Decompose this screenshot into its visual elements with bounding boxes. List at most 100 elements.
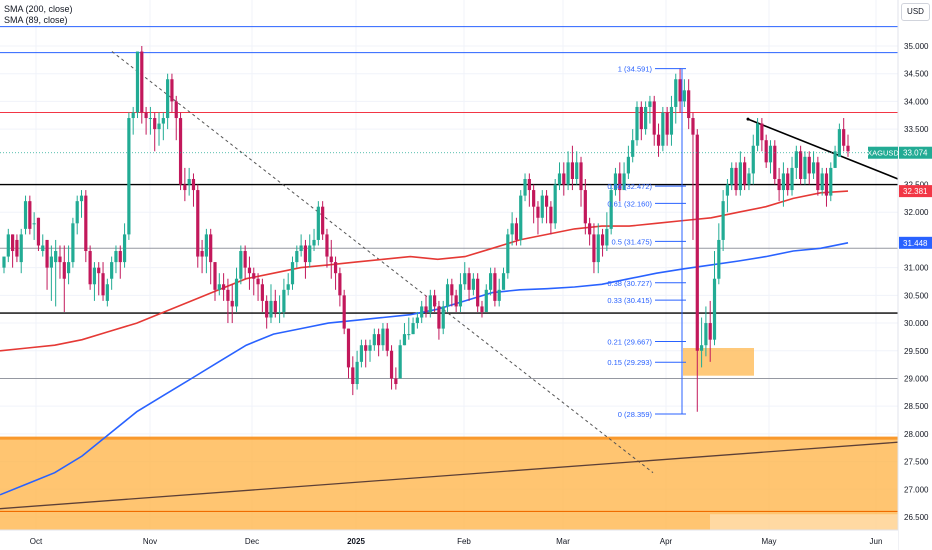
candle-body (458, 284, 463, 307)
candle-body (786, 173, 790, 191)
time-tick-label: Nov (143, 537, 157, 546)
candle-body (256, 278, 260, 285)
candle-body (118, 251, 122, 263)
candle-body (639, 106, 643, 130)
fib-level-label: 0.61 (32.160) (607, 199, 652, 208)
candle-body (226, 289, 230, 301)
time-tick-label: 2025 (347, 537, 365, 546)
candle-body (682, 90, 686, 102)
candle-body (312, 239, 316, 246)
candle-body (540, 195, 544, 218)
candle-body (544, 195, 549, 207)
fibonacci-retracement[interactable]: 1 (34.591) 0.66 (32.472) 0.61 (32.160) 0.5 … (607, 65, 686, 419)
candle-body (635, 106, 639, 141)
candle-body (54, 251, 58, 263)
candle-body (708, 323, 712, 340)
price-tick-label: 30.000 (904, 319, 929, 328)
horizontal-levels[interactable] (0, 26, 898, 379)
candle-body (398, 345, 402, 379)
candle-body (695, 134, 699, 351)
candle-body (338, 273, 342, 296)
legend-sma200[interactable]: SMA (200, close) (4, 4, 73, 14)
descending-resistance-line[interactable] (747, 118, 899, 180)
price-tick-label: 29.000 (904, 374, 929, 383)
candles (2, 46, 850, 412)
indicator-legend[interactable]: SMA (200, close) SMA (89, close) (4, 4, 73, 26)
price-tick-label: 32.500 (904, 181, 929, 190)
candle-body (247, 267, 252, 274)
candle-body (691, 118, 695, 135)
candle-body (161, 118, 165, 124)
candle-body (514, 223, 519, 240)
candle-body (846, 145, 850, 152)
candle-body (803, 156, 807, 179)
candle-body (230, 300, 234, 307)
candle-body (222, 284, 226, 290)
candle-body (644, 106, 648, 130)
symbol-tag-label: XAGUSD (867, 149, 899, 158)
candle-body (842, 129, 846, 146)
candle-body (613, 173, 618, 191)
candle-body (566, 162, 570, 185)
price-tick-label: 34.500 (904, 70, 929, 79)
candle-body (140, 51, 144, 113)
candle-body (588, 223, 592, 235)
candle-body (777, 178, 781, 191)
candle-body (433, 295, 437, 307)
candle-body (738, 162, 742, 191)
candle-body (36, 217, 41, 246)
time-tick-label: Apr (660, 537, 673, 546)
candle-body (454, 295, 458, 307)
trend-lines[interactable] (0, 51, 899, 510)
candle-body (127, 118, 131, 235)
candle-body (204, 234, 208, 257)
candle-body (743, 162, 747, 185)
price-tick-label: 27.000 (904, 485, 929, 494)
candle-body (79, 195, 84, 202)
dashed-trend-line[interactable] (111, 51, 654, 474)
candle-body (213, 262, 217, 290)
price-axis[interactable]: 35.000 34.500 34.000 33.500 32.500 32.000 31.0… (897, 0, 932, 550)
candle-body (325, 234, 329, 257)
sma200-line (0, 190, 849, 352)
candle-body (687, 90, 691, 119)
symbol-tag (868, 146, 898, 159)
candle-body (295, 251, 299, 263)
long-trend-line[interactable] (0, 441, 899, 510)
price-tick-label: 27.500 (904, 458, 929, 467)
candle-body (101, 273, 105, 296)
legend-sma89[interactable]: SMA (89, close) (4, 15, 68, 25)
candle-body (596, 234, 600, 263)
price-tick-label: 28.000 (904, 430, 929, 439)
candle-body (342, 295, 346, 329)
price-tick-label: 30.500 (904, 291, 929, 300)
candle-body (622, 173, 626, 191)
time-axis[interactable]: Oct Nov Dec 2025 Feb Mar Apr May Jun (0, 529, 898, 550)
candle-body (437, 306, 441, 329)
candle-body (135, 51, 140, 113)
candle-body (760, 123, 764, 141)
candle-body (6, 234, 10, 257)
candle-body (562, 173, 566, 185)
candle-body (364, 345, 368, 351)
candle-body (497, 289, 501, 301)
price-tag-value: 32.381 (903, 187, 928, 196)
candle-body (389, 350, 394, 379)
candle-body (265, 300, 269, 318)
candle-body (807, 156, 811, 174)
candle-body (441, 306, 445, 329)
moving-averages (0, 190, 849, 496)
currency-button[interactable]: USD (901, 3, 930, 21)
price-tick-label: 35.000 (904, 42, 929, 51)
candle-body (269, 300, 273, 318)
candle-body (699, 345, 704, 351)
price-tick-label: 33.500 (904, 125, 929, 134)
candle-body (484, 289, 488, 312)
candle-body (385, 328, 389, 351)
time-tick-label: Mar (556, 537, 570, 546)
candle-body (463, 273, 467, 285)
candle-body (368, 345, 372, 351)
candle-body (527, 178, 531, 191)
